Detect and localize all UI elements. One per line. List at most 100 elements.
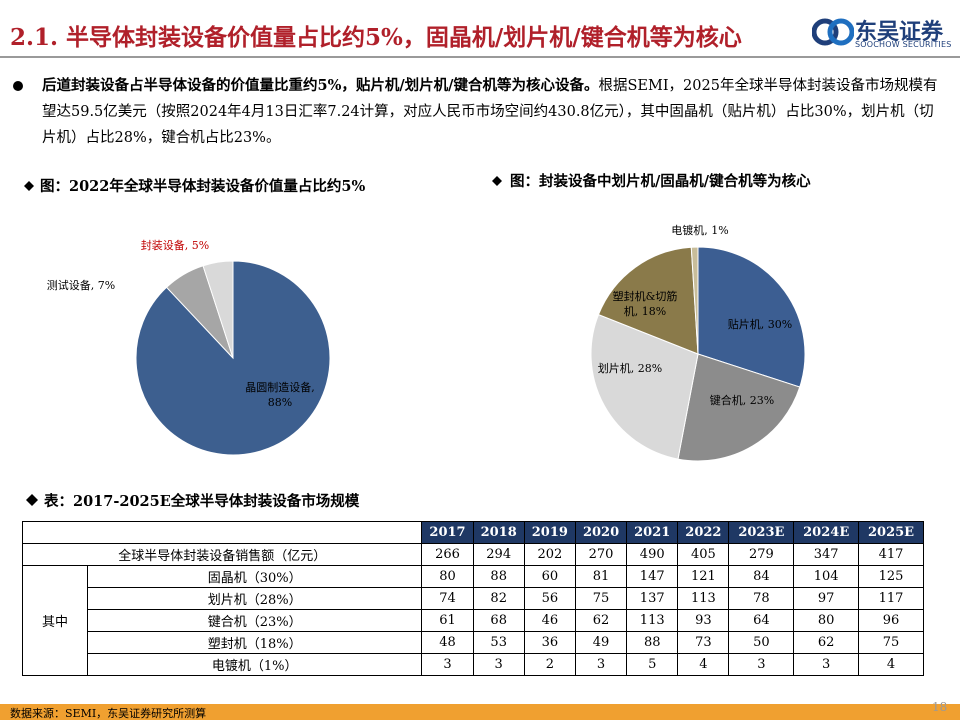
cell: 3 [728,653,795,676]
row-label: 电镀机（1%） [86,653,423,676]
cell: 61 [421,609,474,632]
cell: 117 [858,587,924,610]
cell: 73 [677,631,730,654]
cell: 279 [728,543,795,566]
cell: 60 [523,565,576,588]
cell: 53 [472,631,525,654]
pie-slice [590,313,699,460]
pie-slice [597,246,699,355]
cell: 202 [523,543,576,566]
slice-label: 塑封机&切筋机, 18% [612,290,678,318]
cell: 4 [858,653,924,676]
slice-label: 测试设备, 7% [46,279,116,292]
cell: 68 [472,609,525,632]
cell: 50 [728,631,795,654]
column-header: 2017 [421,521,474,544]
pie-slice [690,246,699,355]
cell: 36 [523,631,576,654]
cell: 56 [523,587,576,610]
table-title: 表：2017-2025E全球半导体封装设备市场规模 [44,493,360,510]
logo-text: 东吴证券 [855,20,944,45]
cell: 81 [574,565,628,588]
bullet-body: 根据SEMI，2025年全球半导体封装设备市场规模有望达59.5亿美元（按照20… [42,78,938,146]
diamond-icon [492,176,502,186]
pie-slice [677,353,801,462]
cell: 96 [858,609,924,632]
cell: 113 [677,587,730,610]
data-row: 塑封机（18%） 48 53 36 49 88 73 50 62 75 [23,631,924,654]
cell: 64 [728,609,795,632]
data-row: 划片机（28%） 74 82 56 75 137 113 78 97 117 [23,587,924,610]
slice-label: 划片机, 28% [597,362,663,375]
cell: 82 [472,587,525,610]
cell: 270 [574,543,628,566]
footer-bar [0,704,960,720]
cell: 3 [472,653,525,676]
cell: 78 [728,587,795,610]
data-row: 其中 固晶机（30%） 80 88 60 81 147 121 84 104 125 [22,565,924,676]
slice-label: 贴片机, 30% [727,318,793,331]
cell: 121 [677,565,730,588]
data-row: 键合机（23%） 61 68 46 62 113 93 64 80 96 [23,609,924,632]
chart: 图：2022年全球半导体封装设备价值量占比约5% 晶圆制造设备, 88% 测试设备,… [0,170,480,470]
slice-label: 电镀机, 1% [671,224,729,237]
cell: 93 [677,609,730,632]
data-row: 电镀机（1%） 3 3 2 3 5 4 3 3 4 [23,653,924,676]
source-note: 数据来源：SEMI，东吴证券研究所测算 [10,707,207,720]
cell: 80 [793,609,860,632]
group-label: 其中 [22,565,88,676]
cell: 113 [626,609,679,632]
cell: 125 [858,565,924,588]
row-label: 键合机（23%） [86,609,423,632]
cell: 3 [421,653,474,676]
bullet-dot [13,81,23,91]
slice-label: 晶圆制造设备, 88% [245,381,315,409]
diamond-icon [24,181,34,191]
cell: 347 [793,543,860,566]
slide-title: 2.1. 半导体封装设备价值量占比约5%，固晶机/划片机/键合机等为核心 [10,24,742,51]
slice-label: 键合机, 23% [709,394,775,407]
bullet-text: 后道封装设备占半导体设备的价值量比重约5%，贴片机/划片机/键合机等为核心设备。… [42,73,942,151]
cell: 104 [793,565,860,588]
cell: 75 [858,631,924,654]
cell: 147 [626,565,679,588]
page-number: 18 [932,700,948,714]
cell: 88 [626,631,679,654]
column-header: 2018 [472,521,525,544]
pie-canvas [492,176,806,462]
pie-slice [697,246,806,388]
column-header: 2022 [677,521,730,544]
row-label: 划片机（28%） [86,587,423,610]
row-label: 固晶机（30%） [86,565,423,588]
logo-subtext: SOOCHOW SECURITIES [855,40,952,49]
slice-label: 封装设备, 5% [140,239,210,252]
cell: 46 [523,609,576,632]
column-header: 2021 [626,521,679,544]
column-header: 2019 [523,521,576,544]
cell: 62 [793,631,860,654]
cell: 2 [523,653,576,676]
corner-cell [21,521,423,544]
pie-slice [202,260,234,359]
row-label: 全球半导体封装设备销售额（亿元） [21,543,423,566]
cell: 3 [793,653,860,676]
cell: 137 [626,587,679,610]
header-rule [0,56,960,58]
cell: 49 [574,631,628,654]
column-header: 2024E [793,521,860,544]
header-row: 2017 2018 2019 2020 2021 2022 2023E 2024E 2025E [21,521,924,544]
data-table: 2017 2018 2019 2020 2021 2022 2023E 2024E 2025E 全… [21,521,924,676]
cell: 405 [677,543,730,566]
cell: 62 [574,609,628,632]
chart-title: 图：2022年全球半导体封装设备价值量占比约5% [40,178,366,195]
cell: 80 [421,565,474,588]
cell: 84 [728,565,795,588]
cell: 48 [421,631,474,654]
cell: 490 [626,543,679,566]
row-label: 塑封机（18%） [86,631,423,654]
cell: 5 [626,653,679,676]
diamond-icon [26,494,38,506]
cell: 88 [472,565,525,588]
cell: 4 [677,653,730,676]
column-header: 2020 [574,521,628,544]
